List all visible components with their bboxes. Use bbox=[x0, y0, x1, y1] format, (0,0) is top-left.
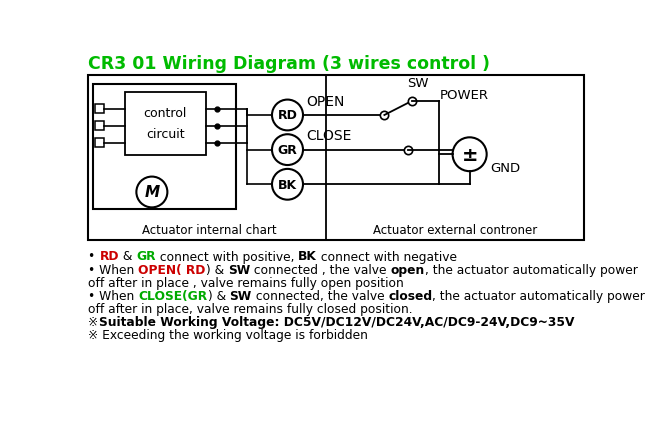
Text: CLOSE: CLOSE bbox=[306, 130, 351, 143]
Text: BK: BK bbox=[278, 178, 297, 191]
Text: SW: SW bbox=[229, 290, 252, 303]
Text: Suitable Working Voltage: DC5V/DC12V/DC24V,AC/DC9-24V,DC9~35V: Suitable Working Voltage: DC5V/DC12V/DC2… bbox=[99, 316, 574, 329]
Text: ※ Exceeding the working voltage is forbidden: ※ Exceeding the working voltage is forbi… bbox=[88, 329, 368, 342]
Circle shape bbox=[272, 169, 303, 200]
Bar bbox=[87, 75, 583, 241]
Text: SW: SW bbox=[228, 264, 250, 276]
Bar bbox=[95, 138, 104, 147]
Text: SW: SW bbox=[407, 77, 429, 90]
Circle shape bbox=[272, 100, 303, 130]
Text: ※: ※ bbox=[88, 316, 99, 329]
Text: &: & bbox=[119, 251, 136, 264]
Text: • When: • When bbox=[88, 290, 139, 303]
Text: POWER: POWER bbox=[440, 89, 489, 102]
Text: Actuator internal chart: Actuator internal chart bbox=[143, 224, 277, 237]
Circle shape bbox=[137, 177, 168, 207]
Text: off after in place , valve remains fully open position: off after in place , valve remains fully… bbox=[88, 276, 404, 290]
Text: GR: GR bbox=[277, 144, 298, 157]
Text: closed: closed bbox=[388, 290, 432, 303]
Text: CR3 01 Wiring Diagram (3 wires control ): CR3 01 Wiring Diagram (3 wires control ) bbox=[88, 55, 490, 73]
Bar bbox=[93, 84, 237, 209]
Bar bbox=[125, 92, 206, 155]
Circle shape bbox=[272, 134, 303, 165]
Text: M: M bbox=[145, 185, 160, 200]
Text: OPEN( RD: OPEN( RD bbox=[139, 264, 206, 276]
Text: connected , the valve: connected , the valve bbox=[250, 264, 390, 276]
Text: •: • bbox=[88, 251, 99, 264]
Text: , the actuator automatically power: , the actuator automatically power bbox=[432, 290, 645, 303]
Text: • When: • When bbox=[88, 264, 139, 276]
Bar bbox=[95, 121, 104, 130]
Text: open: open bbox=[390, 264, 424, 276]
Circle shape bbox=[453, 137, 487, 171]
Text: GND: GND bbox=[489, 162, 520, 175]
Bar bbox=[95, 104, 104, 114]
Text: OPEN: OPEN bbox=[306, 95, 344, 109]
Text: CLOSE(GR: CLOSE(GR bbox=[139, 290, 208, 303]
Text: circuit: circuit bbox=[146, 128, 185, 142]
Text: BK: BK bbox=[298, 251, 317, 264]
Text: connect with positive,: connect with positive, bbox=[156, 251, 298, 264]
Text: ) &: ) & bbox=[208, 290, 229, 303]
Text: connected, the valve: connected, the valve bbox=[252, 290, 388, 303]
Text: ±: ± bbox=[461, 146, 478, 165]
Text: off after in place, valve remains fully closed position.: off after in place, valve remains fully … bbox=[88, 303, 413, 316]
Text: RD: RD bbox=[277, 109, 298, 122]
Text: GR: GR bbox=[136, 251, 156, 264]
Text: control: control bbox=[144, 107, 187, 120]
Text: RD: RD bbox=[99, 251, 119, 264]
Text: Actuator external controner: Actuator external controner bbox=[373, 224, 537, 237]
Text: ) &: ) & bbox=[206, 264, 228, 276]
Text: connect with negative: connect with negative bbox=[317, 251, 457, 264]
Text: , the actuator automatically power: , the actuator automatically power bbox=[424, 264, 637, 276]
